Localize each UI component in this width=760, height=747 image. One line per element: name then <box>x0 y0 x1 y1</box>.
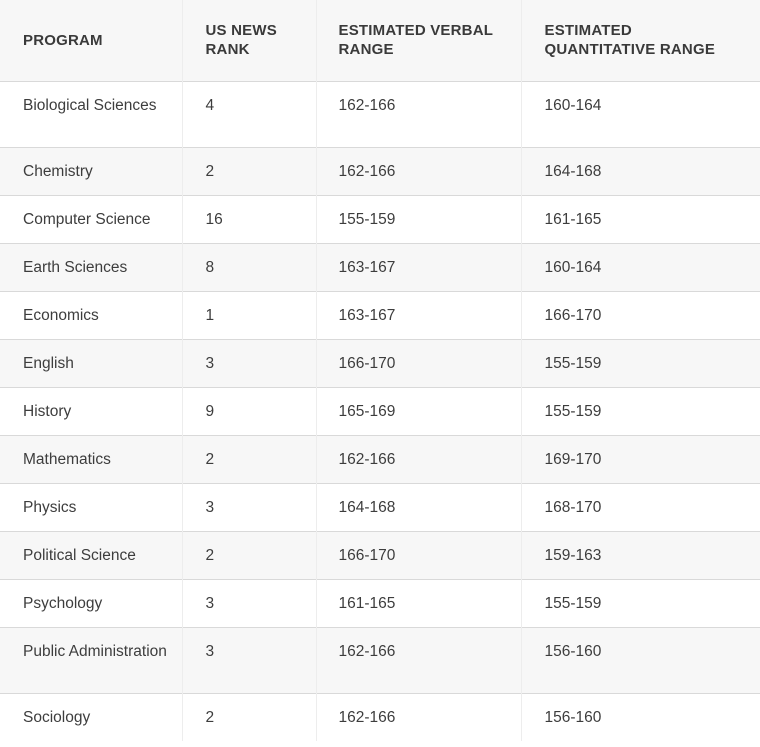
cell-quant: 160-164 <box>544 258 602 276</box>
header-verbal-range: ESTIMATED VERBAL RANGE <box>316 0 522 81</box>
header-quant-range: ESTIMATED QUANTITATIVE RANGE <box>544 22 716 59</box>
table-row: Chemistry 2 162-166 164-168 <box>0 147 760 195</box>
cell-program: Sociology <box>0 693 183 741</box>
table-row: Public Administration 3 162-166 156-160 <box>0 627 760 693</box>
cell-quant: 160-164 <box>544 96 602 114</box>
cell-verbal: 162-166 <box>316 147 522 195</box>
cell-verbal: 162-166 <box>316 81 522 147</box>
table-header: PROGRAM US NEWS RANK ESTIMATED VERBAL RA… <box>0 0 760 81</box>
cell-rank: 3 <box>182 627 317 693</box>
cell-rank: 2 <box>182 693 317 741</box>
cell-program: Psychology <box>0 579 183 627</box>
cell-quant: 155-159 <box>544 594 602 612</box>
cell-rank: 4 <box>182 81 317 147</box>
cell-verbal: 163-167 <box>316 243 522 291</box>
table-body: Biological Sciences 4 162-166 160-164 Ch… <box>0 81 760 741</box>
table-row: History 9 165-169 155-159 <box>0 387 760 435</box>
cell-program: English <box>0 339 183 387</box>
cell-program: Biological Sciences <box>0 81 183 147</box>
cell-quant: 156-160 <box>544 642 602 660</box>
cell-rank: 16 <box>182 195 317 243</box>
cell-verbal: 166-170 <box>316 531 522 579</box>
cell-quant: 161-165 <box>544 210 602 228</box>
cell-quant: 168-170 <box>544 498 602 516</box>
cell-program: Economics <box>0 291 183 339</box>
cell-rank: 3 <box>182 339 317 387</box>
table-row: Mathematics 2 162-166 169-170 <box>0 435 760 483</box>
cell-quant: 159-163 <box>544 546 602 564</box>
cell-verbal: 155-159 <box>316 195 522 243</box>
table-row: English 3 166-170 155-159 <box>0 339 760 387</box>
table-row: Earth Sciences 8 163-167 160-164 <box>0 243 760 291</box>
cell-verbal: 162-166 <box>316 693 522 741</box>
cell-verbal: 166-170 <box>316 339 522 387</box>
header-row: PROGRAM US NEWS RANK ESTIMATED VERBAL RA… <box>0 0 760 81</box>
cell-verbal: 161-165 <box>316 579 522 627</box>
cell-rank: 1 <box>182 291 317 339</box>
table-row: Biological Sciences 4 162-166 160-164 <box>0 81 760 147</box>
cell-program: Chemistry <box>0 147 183 195</box>
cell-program: Public Administration <box>0 627 183 693</box>
table-row: Physics 3 164-168 168-170 <box>0 483 760 531</box>
table-row: Sociology 2 162-166 156-160 <box>0 693 760 741</box>
table-row: Computer Science 16 155-159 161-165 <box>0 195 760 243</box>
header-us-news-rank: US NEWS RANK <box>182 0 317 81</box>
header-program: PROGRAM <box>0 0 183 81</box>
cell-rank: 3 <box>182 579 317 627</box>
table-row: Economics 1 163-167 166-170 <box>0 291 760 339</box>
cell-program: Mathematics <box>0 435 183 483</box>
cell-program: Political Science <box>0 531 183 579</box>
cell-verbal: 165-169 <box>316 387 522 435</box>
cell-quant: 155-159 <box>544 402 602 420</box>
cell-verbal: 164-168 <box>316 483 522 531</box>
cell-rank: 3 <box>182 483 317 531</box>
cell-quant: 156-160 <box>544 708 602 726</box>
cell-program: Physics <box>0 483 183 531</box>
cell-program: History <box>0 387 183 435</box>
cell-program: Earth Sciences <box>0 243 183 291</box>
cell-rank: 2 <box>182 435 317 483</box>
cell-quant: 169-170 <box>544 450 602 468</box>
table-row: Psychology 3 161-165 155-159 <box>0 579 760 627</box>
cell-verbal: 162-166 <box>316 627 522 693</box>
cell-verbal: 163-167 <box>316 291 522 339</box>
cell-verbal: 162-166 <box>316 435 522 483</box>
table-row: Political Science 2 166-170 159-163 <box>0 531 760 579</box>
cell-rank: 2 <box>182 147 317 195</box>
cell-quant: 164-168 <box>544 162 602 180</box>
cell-rank: 8 <box>182 243 317 291</box>
cell-program: Computer Science <box>0 195 183 243</box>
cell-quant: 166-170 <box>544 306 602 324</box>
cell-rank: 9 <box>182 387 317 435</box>
cell-quant: 155-159 <box>544 354 602 372</box>
cell-rank: 2 <box>182 531 317 579</box>
